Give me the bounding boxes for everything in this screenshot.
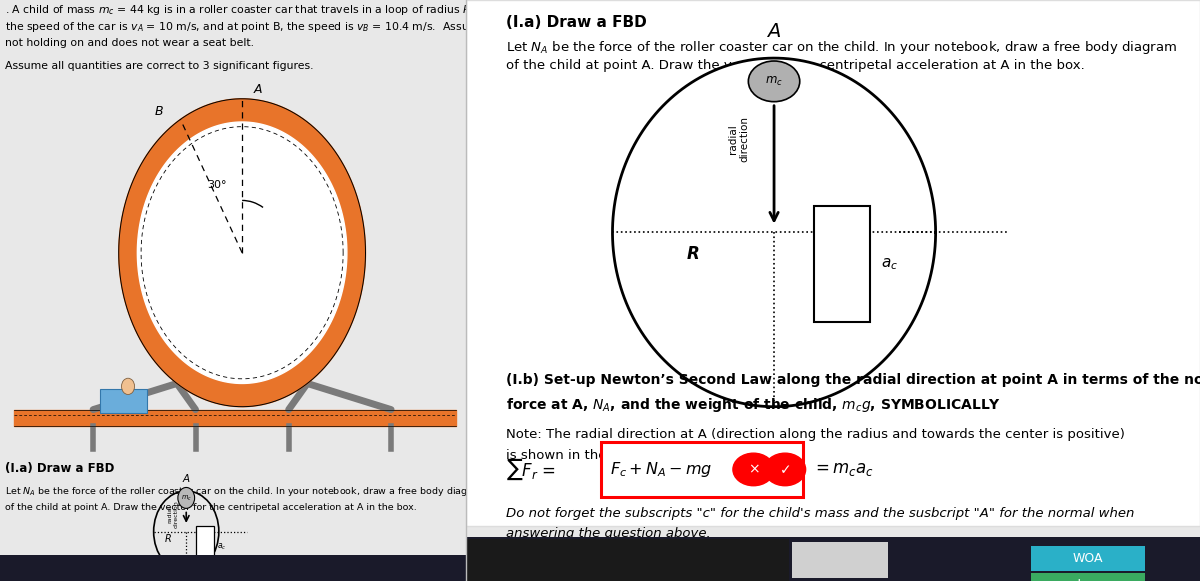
Circle shape bbox=[749, 61, 799, 102]
Text: R: R bbox=[164, 534, 172, 544]
Text: Let $N_A$ be the force of the roller coaster car on the child. In your notebook,: Let $N_A$ be the force of the roller coa… bbox=[506, 39, 1177, 56]
Bar bbox=[815, 206, 870, 322]
Text: not holding on and does not wear a seat belt.: not holding on and does not wear a seat … bbox=[5, 38, 253, 48]
Text: radial
direction: radial direction bbox=[728, 116, 750, 163]
Circle shape bbox=[764, 453, 805, 486]
Bar bbox=[601, 442, 804, 497]
Bar bbox=[1031, 573, 1145, 581]
Polygon shape bbox=[612, 58, 936, 407]
Text: R: R bbox=[686, 245, 700, 263]
Text: Note: The radial direction at A (direction along the radius and towards the cent: Note: The radial direction at A (directi… bbox=[506, 428, 1124, 441]
Text: 30°: 30° bbox=[206, 180, 227, 189]
Text: (I.a) Draw a FBD: (I.a) Draw a FBD bbox=[506, 15, 647, 30]
Text: A: A bbox=[182, 474, 190, 484]
Text: $= m_c a_c$: $= m_c a_c$ bbox=[812, 461, 874, 478]
Text: $m_c$: $m_c$ bbox=[181, 493, 192, 503]
Circle shape bbox=[121, 378, 134, 394]
Bar bbox=[466, 539, 788, 581]
Text: B: B bbox=[155, 105, 163, 118]
Bar bbox=[197, 526, 214, 568]
Text: $F_c + N_A - mg$: $F_c + N_A - mg$ bbox=[611, 460, 713, 479]
Polygon shape bbox=[119, 99, 366, 407]
Circle shape bbox=[733, 453, 774, 486]
Text: answering the question above.: answering the question above. bbox=[506, 527, 710, 540]
Polygon shape bbox=[137, 122, 347, 383]
Text: $m_c$: $m_c$ bbox=[766, 75, 782, 88]
Text: done: done bbox=[1072, 579, 1103, 581]
Text: WOA: WOA bbox=[1073, 552, 1103, 565]
Text: Let $N_A$ be the force of the roller coaster car on the child. In your notebook,: Let $N_A$ be the force of the roller coa… bbox=[5, 485, 486, 498]
Text: (I.a) Draw a FBD: (I.a) Draw a FBD bbox=[5, 462, 114, 475]
Text: Do not forget the subscripts "c" for the child's mass and the susbcript "A" for : Do not forget the subscripts "c" for the… bbox=[506, 507, 1134, 519]
Text: . A child of mass $m_c$ = 44 kg is in a roller coaster car that travels in a loo: . A child of mass $m_c$ = 44 kg is in a … bbox=[5, 3, 569, 17]
Text: is shown in the figure above.: is shown in the figure above. bbox=[506, 449, 698, 461]
Text: $\times$: $\times$ bbox=[748, 462, 760, 476]
Text: A: A bbox=[253, 83, 263, 96]
Text: of the child at point A. Draw the vector for the centripetal acceleration at A i: of the child at point A. Draw the vector… bbox=[506, 59, 1085, 72]
Text: the speed of the car is $v_A$ = 10 m/s, and at point B, the speed is $v_B$ = 10.: the speed of the car is $v_A$ = 10 m/s, … bbox=[5, 20, 550, 34]
Text: (I.b) Set-up Newton’s Second Law along the radial direction at point A in terms : (I.b) Set-up Newton’s Second Law along t… bbox=[506, 373, 1200, 387]
Bar bbox=[100, 389, 146, 413]
Text: force at A, $N_A$, and the weight of the child, $m_c$$g$, SYMBOLICALLY: force at A, $N_A$, and the weight of the… bbox=[506, 396, 1001, 414]
Text: of the child at point A. Draw the vector for the centripetal acceleration at A i: of the child at point A. Draw the vector… bbox=[5, 503, 416, 511]
Text: Assume all quantities are correct to 3 significant figures.: Assume all quantities are correct to 3 s… bbox=[5, 61, 313, 71]
Text: $\checkmark$: $\checkmark$ bbox=[780, 462, 791, 476]
Text: radial
direction: radial direction bbox=[168, 500, 179, 528]
Circle shape bbox=[178, 487, 194, 508]
Bar bbox=[0, 555, 466, 581]
Bar bbox=[1031, 546, 1145, 571]
Text: $a_c$: $a_c$ bbox=[217, 541, 227, 552]
Text: A: A bbox=[767, 21, 781, 41]
Bar bbox=[792, 542, 888, 578]
Bar bbox=[466, 537, 1200, 581]
Text: $\sum F_r$ =: $\sum F_r$ = bbox=[506, 457, 556, 482]
Text: $a_c$: $a_c$ bbox=[881, 256, 898, 272]
